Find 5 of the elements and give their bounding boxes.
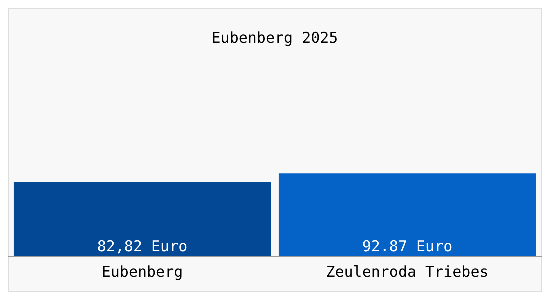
x-tick-label: Eubenberg [102, 262, 184, 281]
data-label: 92.87 Euro [362, 237, 453, 256]
chart-title: Eubenberg 2025 [212, 28, 338, 47]
x-tick-label: Zeulenroda Triebes [326, 262, 489, 281]
data-label: 82,82 Euro [97, 237, 188, 256]
